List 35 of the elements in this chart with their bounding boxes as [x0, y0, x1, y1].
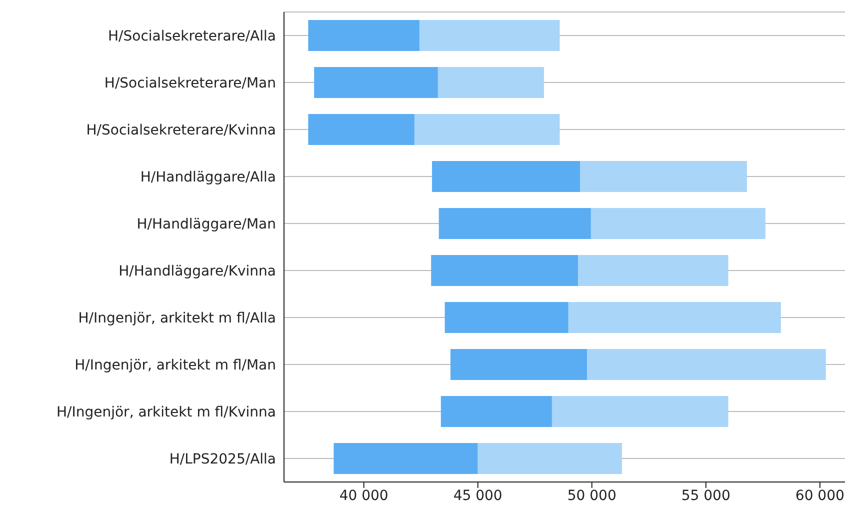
bar [314, 67, 438, 98]
bar [578, 255, 728, 286]
y-tick-label: H/Handläggare/Kvinna [118, 263, 276, 280]
bar [444, 302, 568, 333]
bar [334, 443, 478, 474]
x-tick-label: 50 000 [567, 488, 616, 504]
y-tick-label: H/Handläggare/Alla [140, 169, 276, 186]
x-tick-label: 60 000 [795, 488, 844, 504]
bar [431, 255, 578, 286]
y-tick-label: H/Handläggare/Man [136, 216, 276, 232]
bar [587, 349, 826, 380]
bar [438, 208, 591, 239]
bar [568, 302, 781, 333]
y-tick-label: H/Socialsekreterare/Man [104, 75, 276, 92]
bar [478, 443, 622, 474]
bar [552, 396, 728, 427]
y-tick-label: H/Ingenjör, arkitekt m fl/Alla [78, 310, 276, 326]
y-tick-label: H/Ingenjör, arkitekt m fl/Man [74, 357, 276, 374]
x-tick-label: 40 000 [339, 488, 388, 504]
x-tick-label: 55 000 [681, 488, 730, 504]
bar [580, 161, 747, 192]
bar [440, 396, 552, 427]
y-tick-label: H/LPS2025/Alla [169, 451, 276, 468]
bar [419, 20, 560, 51]
y-tick-label: H/Socialsekreterare/Alla [108, 28, 276, 44]
y-tick-label: H/Ingenjör, arkitekt m fl/Kvinna [56, 404, 276, 420]
bar [432, 161, 580, 192]
bar [590, 208, 766, 239]
y-tick-label: H/Socialsekreterare/Kvinna [86, 122, 276, 138]
bar [414, 114, 560, 145]
x-tick-label: 45 000 [453, 488, 502, 504]
bar [308, 114, 414, 145]
bar [308, 20, 420, 51]
bar [450, 349, 588, 380]
bar [438, 67, 544, 98]
